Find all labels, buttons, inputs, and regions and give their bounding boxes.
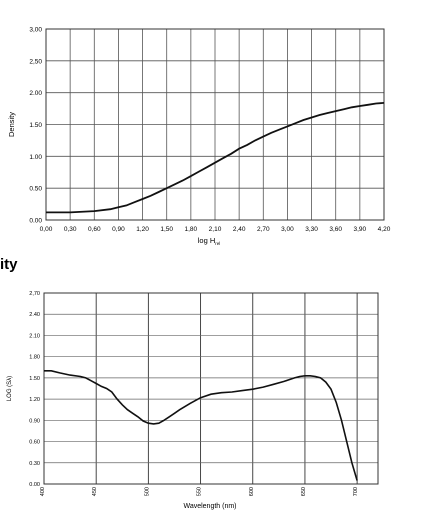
x-tick-label: 3,30 — [305, 226, 318, 233]
y-tick-label: 2,70 — [29, 291, 40, 297]
density-chart: 0,00 0,30 0,60 0,90 1,20 1,50 1,80 2,10 2,40 2,70… — [7, 27, 391, 247]
y-tick-label: 2,50 — [29, 58, 42, 65]
y-tick-label: 2.40 — [29, 312, 40, 318]
y-tick-label: 1.80 — [29, 355, 40, 361]
x-tick-label: 0,60 — [88, 226, 101, 233]
x-tick-label: 600 — [249, 487, 255, 496]
x-tick-label: 0,90 — [112, 226, 125, 233]
density-curve — [46, 102, 385, 214]
log-sensitivity-chart: 400 450 500 550 600 650 700 0.00 0.30 0.60 0.90 1.2… — [7, 291, 379, 510]
x-tick-label: 550 — [197, 487, 203, 496]
x-tick-label: 1,20 — [136, 226, 149, 233]
x-tick-label: 2,40 — [233, 226, 246, 233]
x-tick-label: 400 — [40, 487, 46, 496]
plot-frame — [45, 28, 385, 221]
y-tick-label: 3,00 — [29, 27, 42, 34]
x-tick-label: 0,00 — [40, 226, 53, 233]
x-tick-label: 1,50 — [160, 226, 173, 233]
y-tick-label: 2.10 — [29, 333, 40, 339]
x-tick-label: 3,90 — [354, 226, 367, 233]
x-axis-label: Wavelength (nm) — [183, 503, 236, 510]
y-tick-label: 1.20 — [29, 397, 40, 403]
y-tick-label: 0.60 — [29, 440, 40, 446]
y-tick-label: 1.00 — [29, 154, 42, 161]
y-axis-label: Density — [7, 112, 16, 137]
y-tick-label: 1.50 — [29, 122, 42, 129]
sensitivity-curve — [44, 370, 358, 481]
x-tick-label: 3,00 — [281, 226, 294, 233]
section-title: ity — [0, 256, 18, 273]
x-tick-label: 700 — [353, 487, 359, 496]
y-axis-label: LOG (Sλ) — [7, 376, 13, 401]
y-tick-label: 0.50 — [29, 186, 42, 193]
plot-frame — [43, 292, 379, 485]
x-tick-label: 3,60 — [329, 226, 342, 233]
x-tick-label: 450 — [92, 487, 98, 496]
y-tick-label: 1.50 — [29, 376, 40, 382]
y-tick-label: 0.00 — [29, 482, 40, 488]
x-tick-label: 0,30 — [64, 226, 77, 233]
x-tick-label: 4,20 — [378, 226, 391, 233]
x-tick-label: 500 — [144, 487, 150, 496]
x-tick-label: 650 — [301, 487, 307, 496]
x-tick-label: 2,70 — [257, 226, 270, 233]
y-tick-label: 0.90 — [29, 418, 40, 424]
y-tick-label: 0.00 — [29, 218, 42, 225]
x-tick-label: 1,80 — [185, 226, 198, 233]
x-axis-label-subscript: rel — [215, 241, 220, 246]
y-tick-label: 0.30 — [29, 461, 40, 467]
x-axis-label: log Hrel — [198, 236, 221, 246]
y-tick-label: 2.00 — [29, 90, 42, 97]
x-tick-label: 2,10 — [209, 226, 222, 233]
